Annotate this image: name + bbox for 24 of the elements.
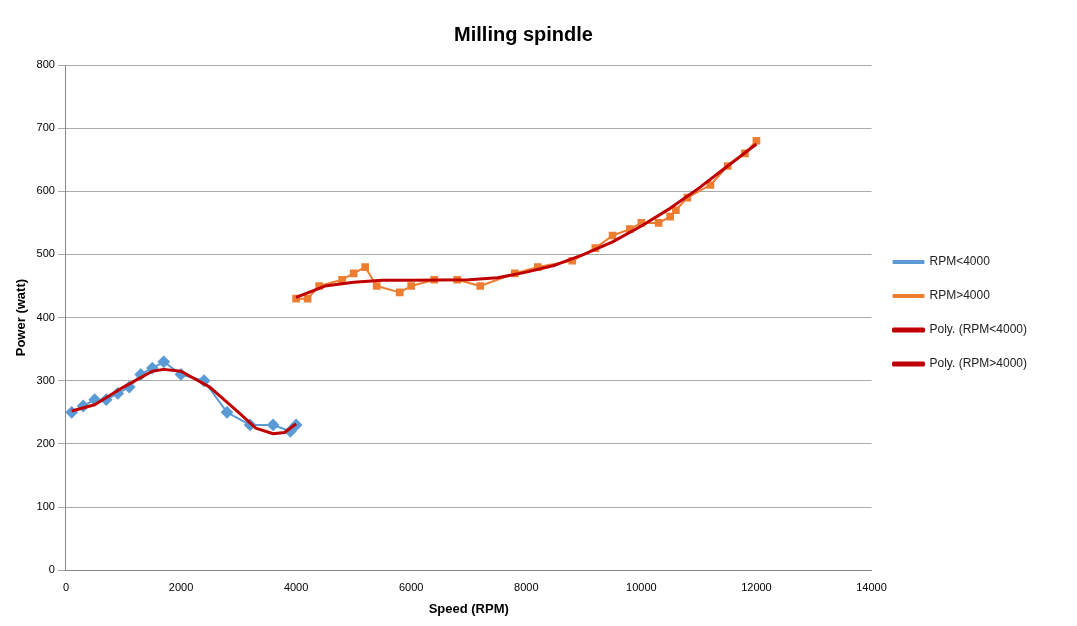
- y-tick-label: 100: [36, 500, 55, 513]
- x-tick-label: 6000: [398, 580, 424, 593]
- y-tick-label: 300: [36, 373, 55, 386]
- x-tick-label: 12000: [741, 580, 772, 593]
- y-tick-label: 200: [36, 436, 55, 449]
- x-tick-label: 14000: [856, 580, 887, 593]
- x-tick-label: 0: [62, 580, 70, 593]
- x-tick-label: 2000: [168, 580, 194, 593]
- legend-label: Poly. (RPM<4000): [929, 322, 1027, 337]
- chart-title: Milling spindle: [454, 22, 593, 45]
- y-tick-label: 400: [36, 310, 55, 323]
- x-tick-label: 8000: [514, 580, 539, 593]
- y-tick-label: 500: [36, 247, 55, 260]
- y-tick-label: 700: [36, 121, 55, 134]
- legend-label: RPM>4000: [929, 288, 991, 303]
- x-tick-label: 4000: [283, 580, 309, 593]
- y-tick-label: 600: [36, 184, 55, 197]
- x-tick-label: 10000: [626, 580, 657, 593]
- y-tick-label: 0: [48, 563, 55, 576]
- y-tick-label: 800: [36, 58, 55, 71]
- y-axis-title: Power (watt): [13, 278, 29, 357]
- legend-label: RPM<4000: [929, 254, 991, 269]
- legend-label: Poly. (RPM>4000): [929, 356, 1027, 371]
- x-axis-title: Speed (RPM): [428, 600, 509, 616]
